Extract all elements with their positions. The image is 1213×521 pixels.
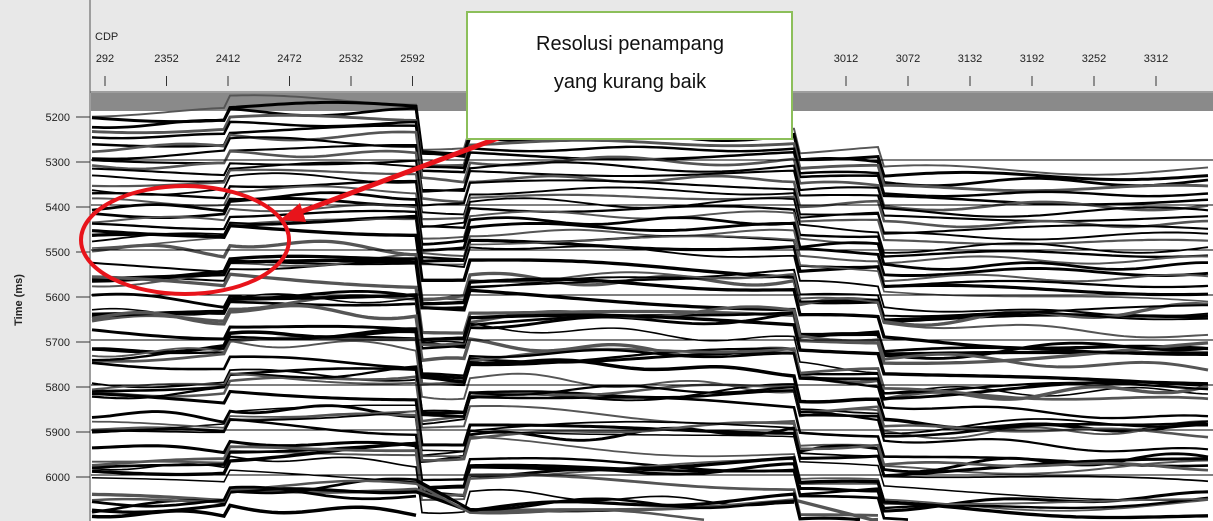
- reflector: [91, 136, 1209, 218]
- reflector: [91, 261, 1209, 321]
- reflector: [91, 485, 417, 508]
- reflector: [91, 197, 1209, 277]
- reflector: [92, 329, 1208, 433]
- y-tick-label: 5900: [46, 427, 70, 439]
- y-tick-label: 5400: [46, 202, 70, 214]
- annotation-box: [466, 11, 793, 140]
- y-axis-label: Time (ms): [13, 274, 25, 326]
- reflector: [91, 503, 417, 519]
- arrow-head: [280, 203, 306, 222]
- ticks: 292 2352 2412 2472 2532 2592 3012 3072 3132 3192 3…: [46, 53, 1169, 484]
- reflector: [91, 410, 1209, 483]
- reflector: [91, 441, 909, 521]
- reflector: [91, 455, 795, 515]
- reflector: [91, 130, 1209, 212]
- reflector: [91, 339, 1209, 440]
- seismic-section: [91, 93, 1213, 521]
- reflector: [91, 439, 1209, 513]
- reflector: [91, 441, 1209, 520]
- reflector: [91, 327, 1209, 420]
- x-tick-label: 3312: [1144, 53, 1168, 65]
- x-tick-label: 3132: [958, 53, 982, 65]
- reflector: [91, 161, 1209, 241]
- reflector: [91, 203, 1209, 283]
- reflector: [91, 149, 1209, 229]
- x-tick-label: 3192: [1020, 53, 1044, 65]
- y-tick-label: 5700: [46, 337, 70, 349]
- x-tick-label: 3012: [834, 53, 858, 65]
- reflector: [91, 113, 1209, 193]
- x-tick-label: 292: [96, 53, 114, 65]
- reflector: [91, 223, 1209, 324]
- y-tick-label: 5800: [46, 382, 70, 394]
- reflector: [91, 293, 1209, 387]
- y-tick-label: 5300: [46, 157, 70, 169]
- reflector: [91, 293, 1209, 397]
- x-tick-label: 3072: [896, 53, 920, 65]
- x-tick-label: 2532: [339, 53, 363, 65]
- x-tick-label: 2592: [400, 53, 424, 65]
- reflector: [91, 143, 1209, 223]
- reflector: [91, 487, 861, 521]
- annotation-line: Resolusi penampang: [536, 33, 724, 55]
- reflector: [91, 258, 1208, 356]
- x-tick-label: 2352: [154, 53, 178, 65]
- reflector: [91, 365, 1209, 453]
- reflector: [91, 179, 1209, 259]
- reflector: [91, 191, 1208, 271]
- reflector: [91, 324, 1209, 401]
- y-tick-label: 5600: [46, 292, 70, 304]
- reflector: [91, 120, 1209, 198]
- x-tick-label: 3252: [1082, 53, 1106, 65]
- y-tick-label: 5500: [46, 247, 70, 259]
- x-axis-label: CDP: [95, 31, 118, 43]
- reflector: [91, 404, 1209, 501]
- reflector: [91, 410, 1209, 512]
- reflector: [91, 272, 1209, 365]
- highlight-ellipse: [79, 184, 291, 296]
- reflector: [91, 372, 1209, 475]
- x-tick-label: 2472: [277, 53, 301, 65]
- reflector: [91, 418, 1209, 510]
- y-tick-label: 5200: [46, 112, 70, 124]
- annotation-line: yang kurang baik: [554, 71, 707, 93]
- arrow: [294, 125, 526, 217]
- y-tick-label: 6000: [46, 472, 70, 484]
- reflector: [91, 479, 705, 521]
- reflector: [91, 218, 1209, 303]
- x-tick-label: 2412: [216, 53, 240, 65]
